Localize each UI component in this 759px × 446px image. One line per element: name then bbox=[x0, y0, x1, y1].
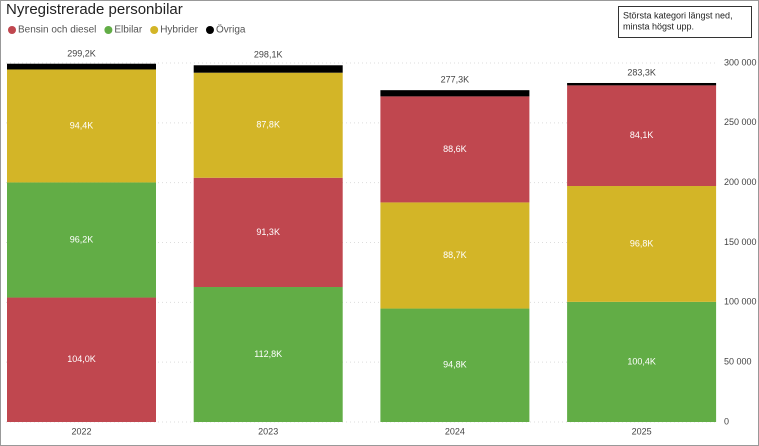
bar-segment bbox=[7, 297, 156, 422]
total-label: 299,2K bbox=[67, 48, 96, 58]
bar-segment bbox=[567, 301, 717, 422]
bar-segment bbox=[567, 85, 717, 187]
value-label: 112,8K bbox=[254, 349, 282, 359]
legend-label: Bensin och diesel bbox=[18, 25, 96, 36]
y-tick-label: 100 000 bbox=[724, 297, 757, 307]
bar-segment bbox=[380, 96, 530, 203]
value-label: 100,4K bbox=[627, 356, 656, 366]
legend-marker bbox=[150, 26, 159, 34]
value-label: 88,6K bbox=[443, 144, 467, 154]
value-label: 87,8K bbox=[256, 120, 280, 130]
total-label: 277,3K bbox=[441, 75, 470, 85]
bar-segment bbox=[380, 90, 530, 97]
bar-segment bbox=[7, 182, 156, 298]
value-label: 104,0K bbox=[67, 354, 96, 364]
value-label: 94,4K bbox=[70, 120, 94, 130]
bar-segment bbox=[7, 69, 156, 183]
bar-segment bbox=[193, 287, 343, 422]
total-label: 298,1K bbox=[254, 50, 283, 60]
annotation: minsta högst upp. bbox=[623, 21, 694, 31]
legend-label: Hybrider bbox=[160, 25, 198, 36]
x-tick-label: 2024 bbox=[445, 426, 465, 436]
legend-label: Övriga bbox=[216, 24, 246, 36]
bar-segment bbox=[380, 202, 530, 309]
x-tick-label: 2023 bbox=[258, 426, 278, 436]
y-tick-label: 250 000 bbox=[724, 117, 757, 127]
y-tick-label: 300 000 bbox=[724, 57, 757, 67]
legend-marker bbox=[8, 26, 16, 34]
y-tick-label: 0 bbox=[724, 416, 729, 426]
total-label: 283,3K bbox=[627, 67, 656, 77]
bar-segment bbox=[193, 72, 343, 178]
value-label: 84,1K bbox=[630, 130, 654, 140]
y-tick-label: 200 000 bbox=[724, 177, 757, 187]
y-tick-label: 50 000 bbox=[724, 357, 752, 367]
x-tick-label: 2025 bbox=[632, 426, 652, 436]
y-tick-label: 150 000 bbox=[724, 237, 757, 247]
chart-title: Nyregistrerade personbilar bbox=[6, 1, 183, 18]
bar-segment bbox=[567, 82, 717, 86]
value-label: 96,2K bbox=[70, 234, 94, 244]
bar-segment bbox=[567, 186, 717, 302]
value-label: 91,3K bbox=[256, 227, 280, 237]
bar-segment bbox=[7, 63, 156, 70]
value-label: 94,8K bbox=[443, 360, 467, 370]
value-label: 88,7K bbox=[443, 250, 467, 260]
annotation: Största kategori längst ned, bbox=[623, 10, 733, 20]
legend-marker bbox=[104, 26, 113, 34]
bar-segment bbox=[193, 65, 343, 73]
legend-marker bbox=[205, 26, 214, 34]
bar-segment bbox=[380, 308, 530, 422]
legend-label: Elbilar bbox=[114, 25, 142, 36]
annotation-box bbox=[618, 6, 752, 38]
value-label: 96,8K bbox=[630, 238, 654, 248]
x-tick-label: 2022 bbox=[71, 426, 91, 436]
bar-segment bbox=[193, 177, 343, 288]
